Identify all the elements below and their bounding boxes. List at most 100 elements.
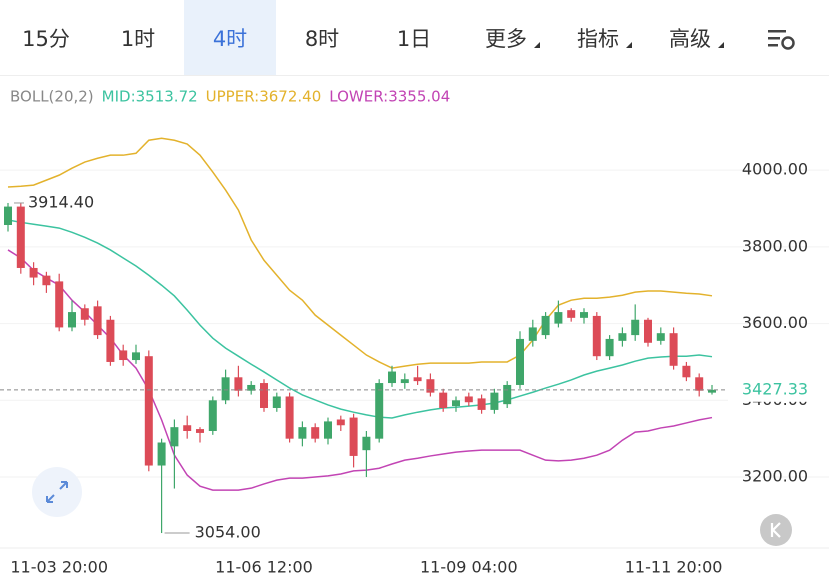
tab-label: 1日 xyxy=(396,26,432,51)
candle-body xyxy=(42,275,51,286)
candle-body xyxy=(554,312,563,324)
candle-body xyxy=(208,400,217,431)
tab-label: 更多 xyxy=(485,26,527,51)
k-icon xyxy=(770,522,781,538)
price-tag xyxy=(728,377,829,402)
indicator-name: BOLL(20,2) xyxy=(10,88,94,106)
last-price-label: 3427.33 xyxy=(742,379,808,398)
band-line xyxy=(7,137,713,369)
candle-body xyxy=(68,312,76,328)
x-tick-label: 11-03 20:00 xyxy=(10,558,108,577)
y-tick-label: 4000.00 xyxy=(742,160,808,179)
tab[interactable]: 指标 xyxy=(552,0,644,75)
button-bg xyxy=(32,467,82,517)
candle-body xyxy=(4,206,12,226)
high-label: 3914.40 xyxy=(28,192,94,211)
candle-body xyxy=(157,442,166,466)
x-tick-label: 11-06 12:00 xyxy=(215,558,313,577)
y-tick-label: 3600.00 xyxy=(742,313,808,332)
candle-body xyxy=(247,384,256,391)
candle-body xyxy=(375,383,384,439)
candle-body xyxy=(618,333,627,341)
candle-body xyxy=(324,421,332,439)
tab[interactable]: 1日 xyxy=(368,0,460,75)
candle-body xyxy=(234,377,243,391)
candle-body xyxy=(119,350,128,361)
band-line xyxy=(7,219,713,419)
tab[interactable]: 8时 xyxy=(276,0,368,75)
candle-body xyxy=(477,398,486,410)
tab[interactable]: 高级 xyxy=(644,0,736,75)
candle-body xyxy=(106,319,115,362)
candle-body xyxy=(464,396,473,403)
candle-body xyxy=(503,384,512,405)
candle-body xyxy=(55,281,64,328)
candle-body xyxy=(708,389,716,393)
candle-body xyxy=(528,327,537,341)
candle-body xyxy=(631,319,640,336)
tab-label: 1时 xyxy=(120,26,156,51)
candle-body xyxy=(183,425,192,431)
candle-body xyxy=(260,383,268,408)
expand-icon xyxy=(46,481,68,503)
button-bg xyxy=(760,514,792,546)
candle-body xyxy=(669,333,678,366)
legend-entry: UPPER:3672.40 xyxy=(206,88,322,106)
tab-label: 指标 xyxy=(577,26,619,51)
tab[interactable]: 15分 xyxy=(0,0,92,75)
candle-body xyxy=(605,338,614,357)
low-label: 3054.00 xyxy=(195,523,261,542)
dropdown-arrow xyxy=(718,42,724,48)
candle-body xyxy=(567,310,576,318)
candle-body xyxy=(285,396,294,439)
candle-body xyxy=(516,338,524,385)
candle-body xyxy=(695,377,704,391)
x-tick-label: 11-11 20:00 xyxy=(625,558,723,577)
candle-body xyxy=(170,427,179,447)
tab-label: 15分 xyxy=(22,26,70,51)
candle-body xyxy=(29,267,38,278)
candle-body xyxy=(93,306,102,336)
candle-body xyxy=(439,392,448,408)
candle-body xyxy=(272,396,281,408)
candle-body xyxy=(682,365,691,378)
candle-body xyxy=(490,392,499,410)
candle-body xyxy=(144,356,153,466)
tab-label: 4时 xyxy=(212,26,248,51)
settings-icon[interactable] xyxy=(768,30,795,50)
expand-button[interactable] xyxy=(32,467,82,517)
band-line xyxy=(7,249,713,491)
candle-body xyxy=(388,371,396,384)
candle-body xyxy=(452,400,460,407)
candle-body xyxy=(362,436,371,451)
candle-body xyxy=(541,315,550,336)
candle-body xyxy=(400,379,409,384)
candle-body xyxy=(413,377,422,382)
candle-body xyxy=(592,315,601,357)
tab[interactable]: 1时 xyxy=(92,0,184,75)
candle-body xyxy=(426,379,435,393)
legend-entry: MID:3513.72 xyxy=(102,88,198,106)
candle-body xyxy=(221,377,230,401)
candle-body xyxy=(656,333,665,341)
candle-body xyxy=(132,352,140,361)
candle-body xyxy=(298,427,307,439)
k-button[interactable] xyxy=(760,514,792,546)
candle-body xyxy=(196,429,204,433)
candle-body xyxy=(580,312,588,318)
candle-body xyxy=(336,419,345,426)
tab[interactable]: 4时 xyxy=(184,0,276,75)
candle-body xyxy=(644,319,652,343)
tab-label: 高级 xyxy=(669,26,711,51)
y-tick-label: 3200.00 xyxy=(742,467,808,486)
dropdown-arrow xyxy=(626,42,632,48)
dropdown-arrow xyxy=(534,42,540,48)
x-tick-label: 11-09 04:00 xyxy=(420,558,518,577)
tab[interactable]: 更多 xyxy=(460,0,552,75)
tab-bar: 15分 1时 4时 8时 1日 更多 指标 高级 xyxy=(0,0,829,76)
candle-body xyxy=(349,417,358,456)
candle-body xyxy=(311,427,320,439)
y-tick-label: 3800.00 xyxy=(742,236,808,255)
